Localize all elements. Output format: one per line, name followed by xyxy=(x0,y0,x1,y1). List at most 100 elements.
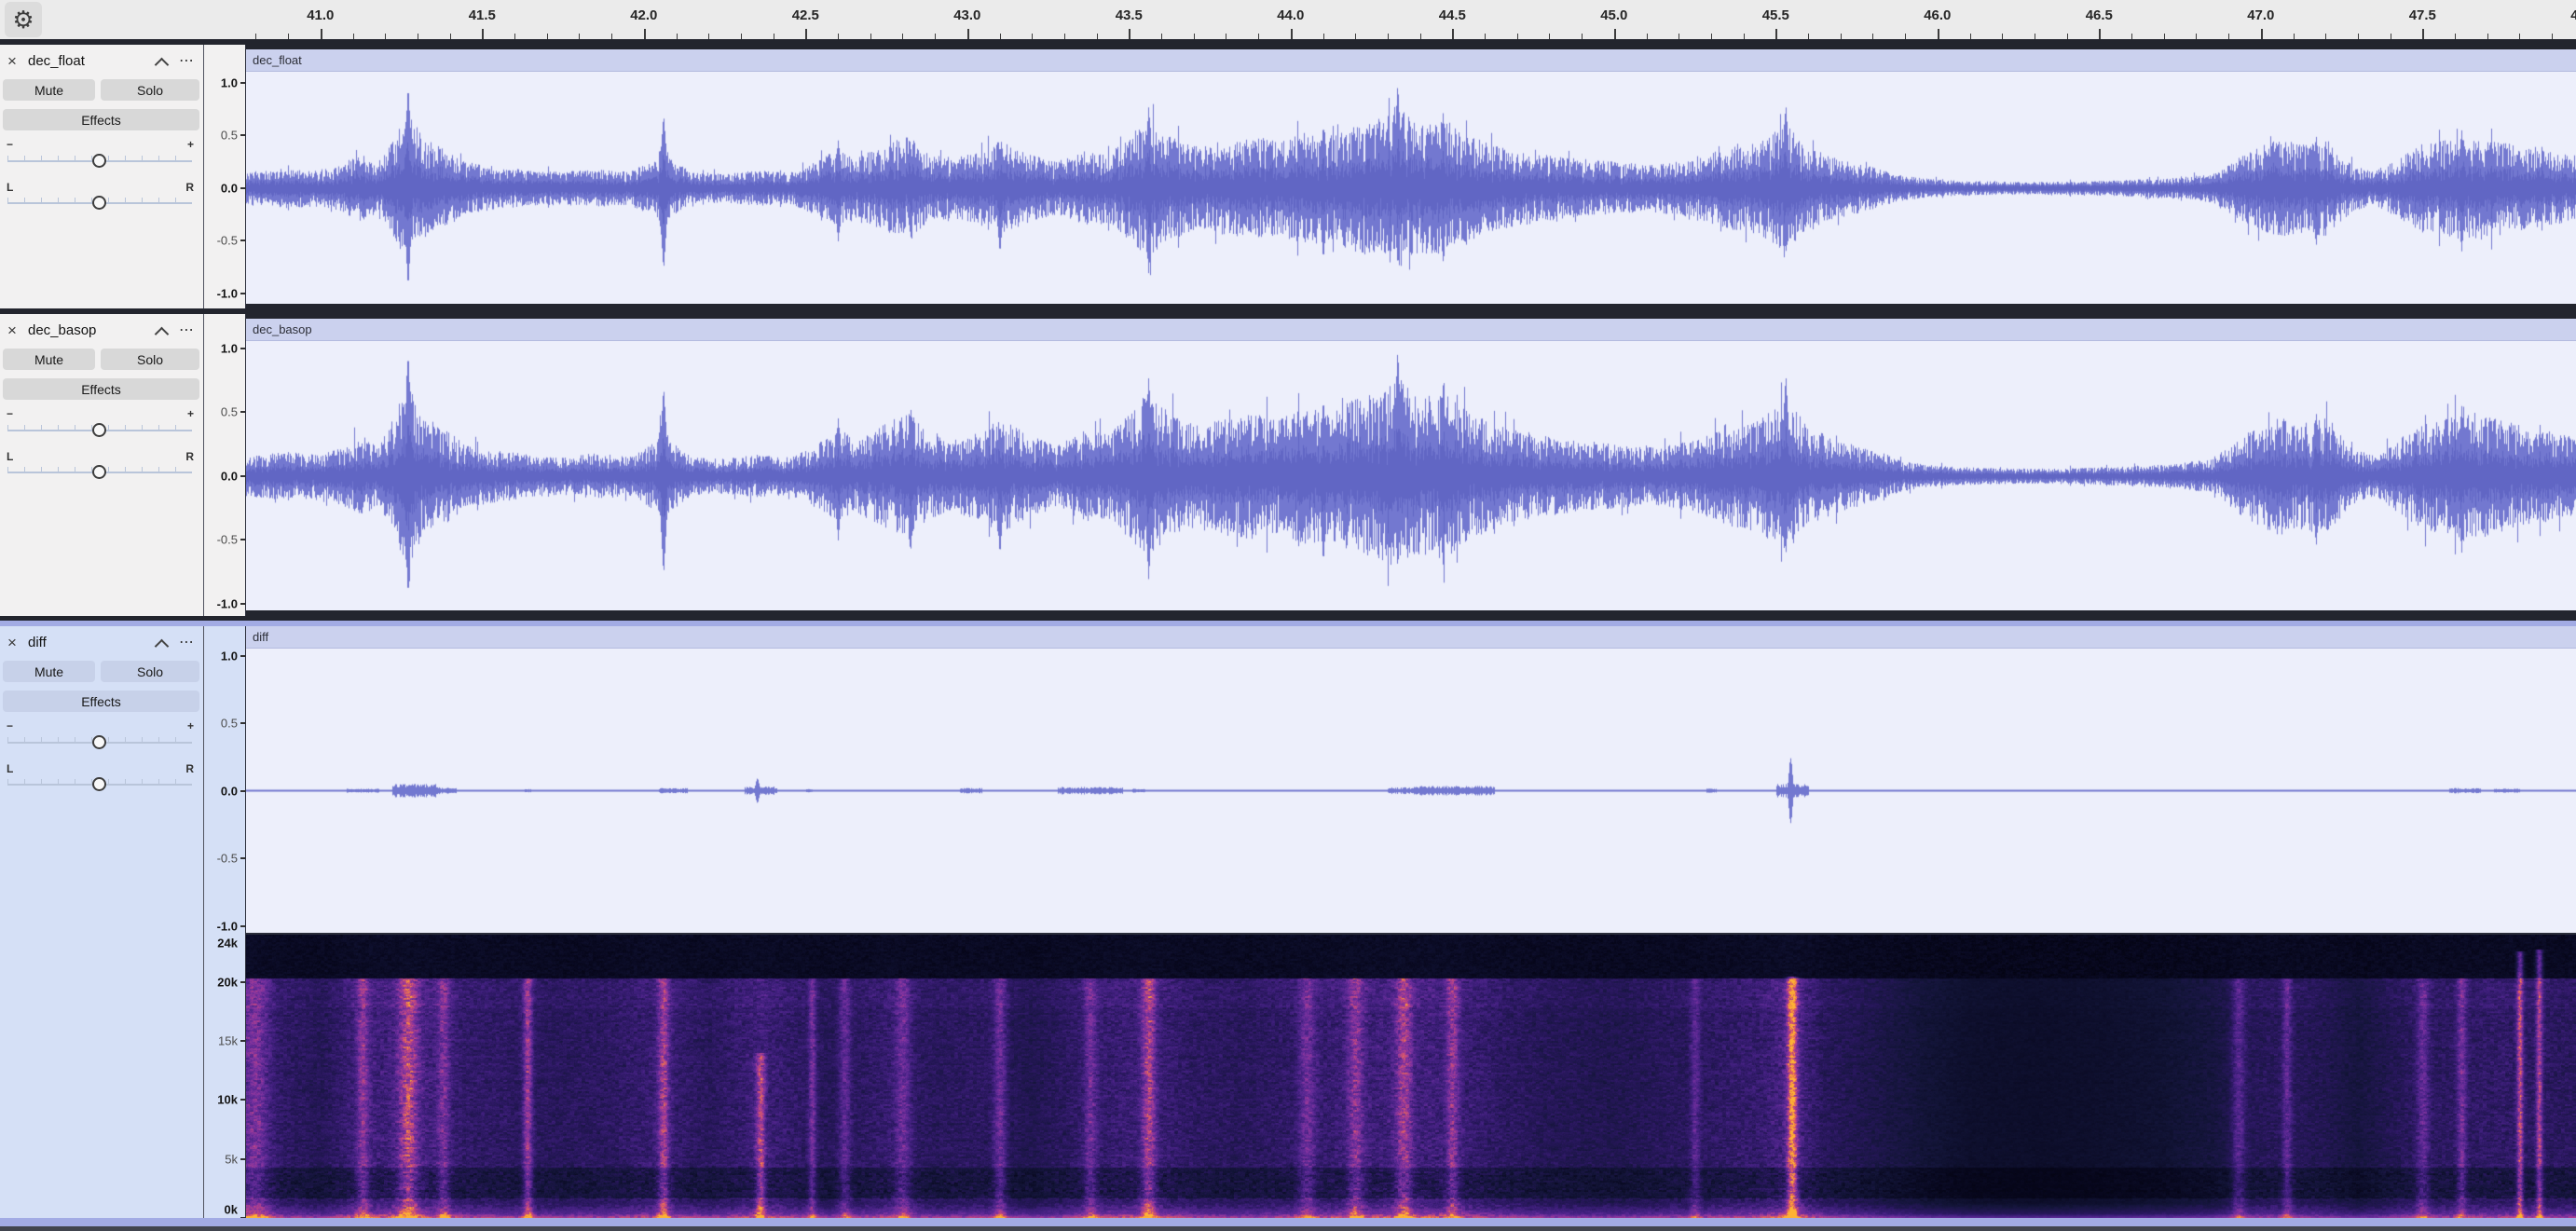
amp-ruler-label: 0.0 xyxy=(220,469,238,483)
amp-ruler-label: 0.5 xyxy=(220,716,238,731)
track-name[interactable]: dec_basop xyxy=(28,322,97,338)
clip-title-bar-dec-basop[interactable]: dec_basop xyxy=(246,319,2576,341)
ruler-tick xyxy=(240,924,245,927)
amp-ruler-label: 1.0 xyxy=(220,649,238,663)
mute-button[interactable]: Mute xyxy=(3,79,95,101)
ruler-tick xyxy=(240,134,245,136)
clip-title: diff xyxy=(253,630,269,644)
timeline-label: 44.0 xyxy=(1277,7,1305,23)
timeline-label: 44.5 xyxy=(1438,7,1466,23)
clip-title: dec_basop xyxy=(253,322,312,336)
solo-button[interactable]: Solo xyxy=(101,349,199,370)
track-margin xyxy=(246,45,2576,49)
pan-slider-thumb[interactable] xyxy=(92,465,106,479)
collapse-chevron-icon[interactable] xyxy=(154,57,170,73)
timeline-label: 47.0 xyxy=(2247,7,2275,23)
clip-title-bar-diff[interactable]: diff xyxy=(246,626,2576,649)
track-name[interactable]: dec_float xyxy=(28,53,85,69)
frequency-ruler-diff[interactable]: 24k 20k 15k 10k 5k 0k xyxy=(203,935,246,1219)
ruler-tick xyxy=(240,474,245,477)
pan-left-label: L xyxy=(7,450,14,463)
effects-button[interactable]: Effects xyxy=(3,691,199,712)
ruler-tick xyxy=(240,980,245,983)
waveform-dec-basop[interactable] xyxy=(246,341,2576,610)
ruler-tick xyxy=(240,1040,245,1042)
timeline-label: 48.0 xyxy=(2570,7,2576,23)
freq-ruler-label: 24k xyxy=(217,936,238,951)
track-menu-button[interactable]: ⋯ xyxy=(179,635,195,650)
ruler-tick xyxy=(240,411,245,413)
freq-ruler-label: 20k xyxy=(217,975,238,990)
collapse-chevron-icon[interactable] xyxy=(154,326,170,342)
track-menu-button[interactable]: ⋯ xyxy=(179,53,195,69)
pan-slider[interactable] xyxy=(7,192,192,212)
amp-ruler-label: -1.0 xyxy=(216,919,238,933)
collapse-chevron-icon[interactable] xyxy=(154,638,170,654)
amplitude-ruler-dec-basop[interactable]: 1.0 0.5 0.0 -0.5 -1.0 xyxy=(203,314,246,616)
timeline-label: 46.0 xyxy=(1924,7,1952,23)
gain-slider-thumb[interactable] xyxy=(92,154,106,168)
timeline-label: 45.5 xyxy=(1761,7,1789,23)
selected-track-border-bottom xyxy=(0,1218,2576,1226)
waveform-diff[interactable] xyxy=(246,649,2576,933)
gain-slider-thumb[interactable] xyxy=(92,423,106,437)
pan-slider-thumb[interactable] xyxy=(92,196,106,210)
pan-slider[interactable] xyxy=(7,461,192,482)
ruler-tick xyxy=(240,722,245,724)
ruler-tick xyxy=(240,1157,245,1160)
freq-ruler-label: 15k xyxy=(218,1033,238,1048)
amp-ruler-label: 0.5 xyxy=(220,404,238,419)
timeline-settings-button[interactable]: ⚙ xyxy=(5,2,42,37)
gain-max-label: + xyxy=(186,407,194,420)
gain-slider-thumb[interactable] xyxy=(92,735,106,749)
close-track-button[interactable]: × xyxy=(7,321,17,339)
mute-button[interactable]: Mute xyxy=(3,349,95,370)
separator xyxy=(0,39,2576,45)
pan-slider-thumb[interactable] xyxy=(92,777,106,791)
ruler-tick xyxy=(240,186,245,189)
close-track-button[interactable]: × xyxy=(7,634,17,651)
track-panel-dec-float: × dec_float ⋯ Mute Solo Effects − + L R xyxy=(0,45,203,308)
timeline-label: 41.5 xyxy=(468,7,496,23)
close-track-button[interactable]: × xyxy=(7,52,17,70)
clip-title-bar-dec-float[interactable]: dec_float xyxy=(246,49,2576,72)
mute-button[interactable]: Mute xyxy=(3,661,95,682)
freq-ruler-label: 10k xyxy=(217,1092,238,1107)
pan-right-label: R xyxy=(185,762,194,775)
gain-slider[interactable] xyxy=(7,150,192,171)
solo-button[interactable]: Solo xyxy=(101,79,199,101)
pan-right-label: R xyxy=(185,450,194,463)
gain-slider[interactable] xyxy=(7,732,192,752)
amp-ruler-label: 1.0 xyxy=(220,341,238,355)
effects-button[interactable]: Effects xyxy=(3,378,199,400)
pan-slider[interactable] xyxy=(7,773,192,794)
timeline-label: 41.0 xyxy=(307,7,335,23)
spectrogram-diff[interactable] xyxy=(246,935,2576,1218)
separator xyxy=(0,308,2576,314)
gain-slider[interactable] xyxy=(7,419,192,440)
amp-ruler-label: 0.5 xyxy=(220,128,238,143)
window-bottom-edge xyxy=(0,1226,2576,1231)
amp-ruler-label: -0.5 xyxy=(216,851,238,866)
waveform-dec-float[interactable] xyxy=(246,72,2576,304)
timeline-ruler[interactable]: ⚙ 41.0 41.5 42.0 42.5 43.0 43.5 44.0 44.5 45.0 45… xyxy=(0,0,2576,39)
track-header: × dec_float ⋯ xyxy=(0,52,203,73)
ruler-tick xyxy=(240,539,245,540)
track-name[interactable]: diff xyxy=(28,635,47,650)
ruler-tick xyxy=(240,654,245,657)
ruler-tick xyxy=(240,1099,245,1101)
gain-min-label: − xyxy=(7,407,14,420)
track-menu-button[interactable]: ⋯ xyxy=(179,322,195,338)
timeline-label: 46.5 xyxy=(2085,7,2113,23)
amp-ruler-label: -0.5 xyxy=(216,532,238,547)
solo-button[interactable]: Solo xyxy=(101,661,199,682)
amplitude-ruler-dec-float[interactable]: 1.0 0.5 0.0 -0.5 -1.0 xyxy=(203,45,246,308)
amplitude-ruler-diff[interactable]: 1.0 0.5 0.0 -0.5 -1.0 xyxy=(203,626,246,935)
pan-left-label: L xyxy=(7,181,14,194)
gain-min-label: − xyxy=(7,719,14,732)
ruler-tick xyxy=(240,239,245,241)
effects-button[interactable]: Effects xyxy=(3,109,199,130)
gain-max-label: + xyxy=(186,138,194,151)
separator xyxy=(0,616,2576,621)
pan-right-label: R xyxy=(185,181,194,194)
